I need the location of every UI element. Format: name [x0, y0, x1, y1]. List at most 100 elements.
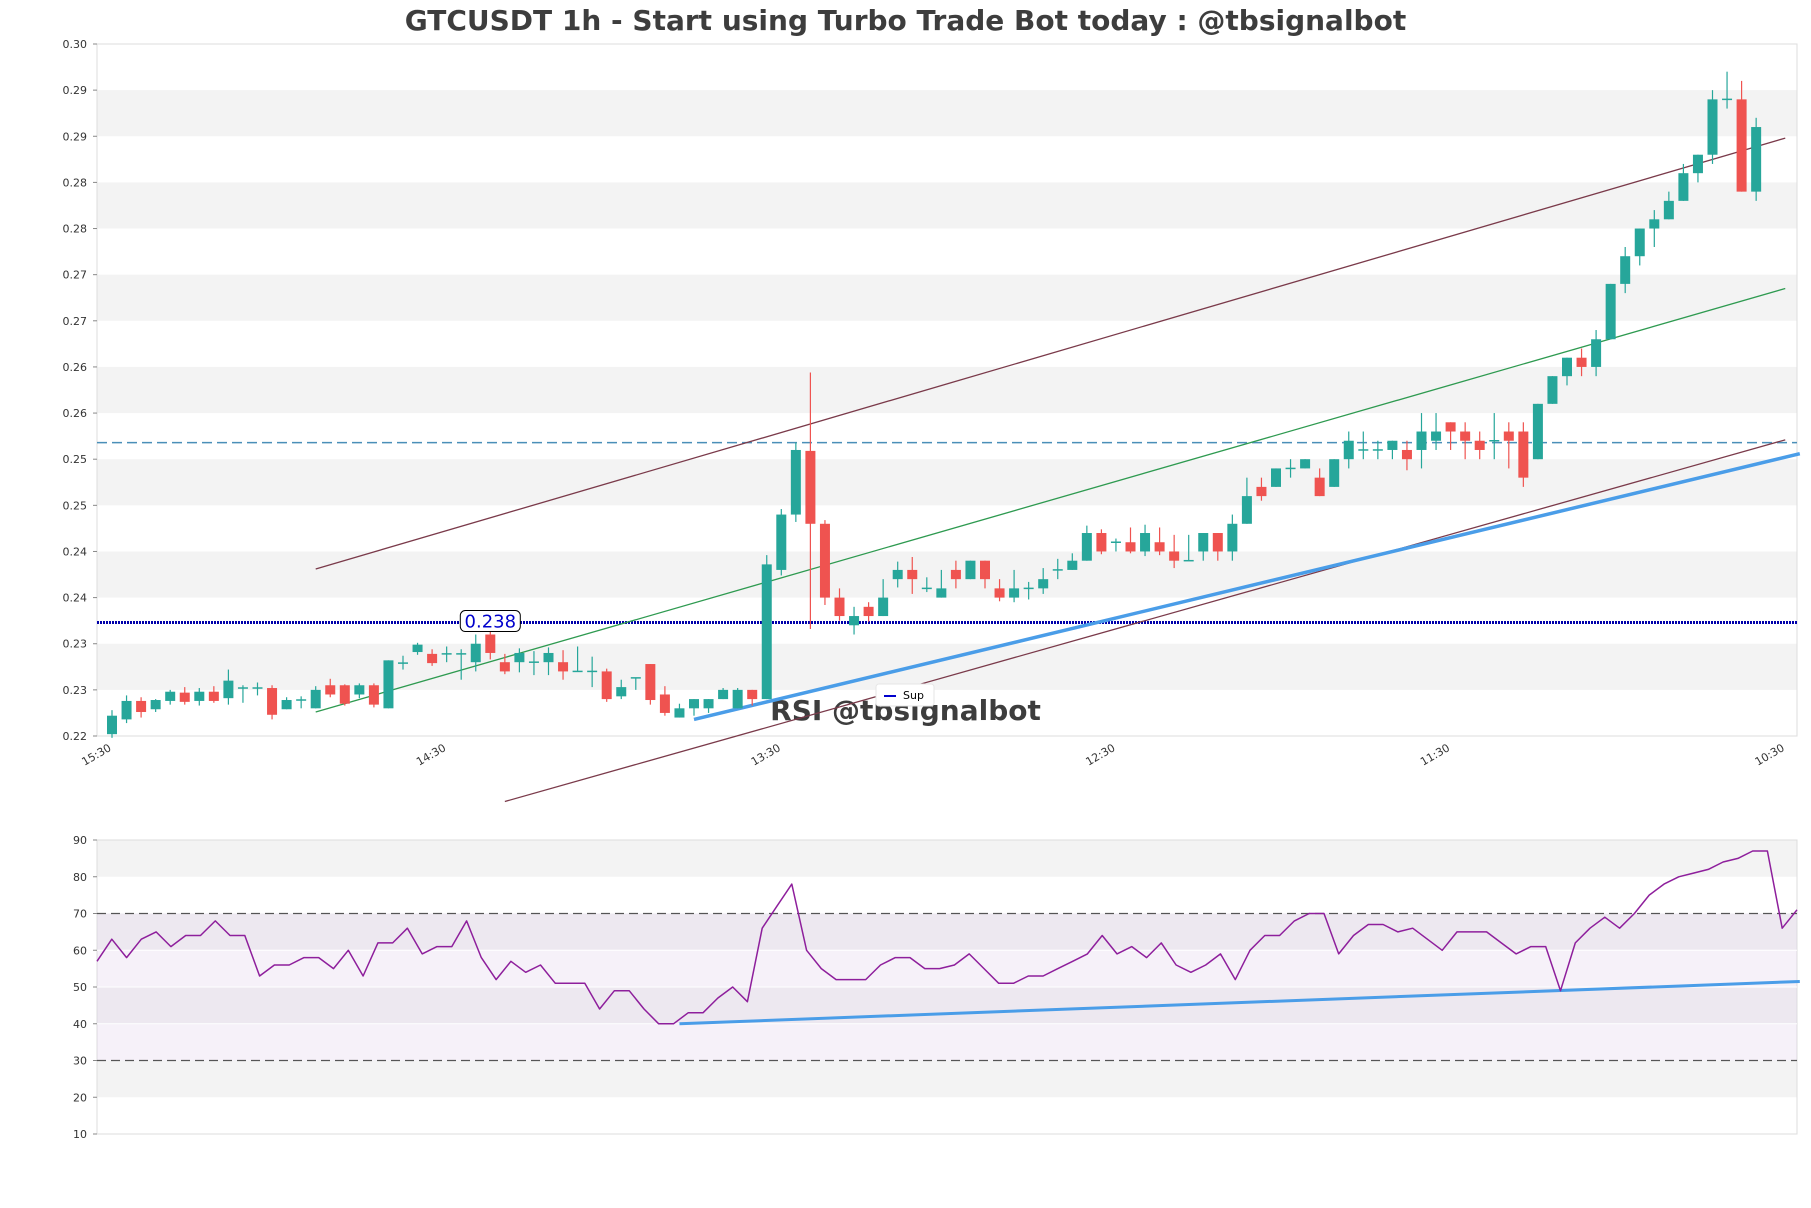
candle-body: [718, 689, 729, 700]
candle-body: [281, 700, 292, 710]
channel-lower-line: [504, 439, 1786, 803]
candle-body: [354, 685, 365, 695]
price-ytick-label: 0.29: [63, 84, 88, 97]
candle-body: [1736, 99, 1747, 192]
candle-body: [1271, 468, 1281, 487]
candle-body: [543, 652, 554, 663]
candle-body: [412, 644, 423, 653]
candle-body: [863, 606, 874, 617]
level-label-text: 0.238: [465, 612, 517, 633]
candle-body: [267, 688, 278, 715]
price-xtick-label: 15:30: [80, 741, 114, 768]
candle-body: [1067, 560, 1078, 570]
price-grid-band: [97, 366, 1797, 414]
candle-body: [1038, 579, 1049, 589]
price-ytick-label: 0.30: [63, 38, 88, 51]
price-plot-frame: [96, 43, 1798, 737]
candle-body: [1562, 357, 1572, 377]
candle-body: [689, 699, 699, 709]
price-grid-band: [97, 643, 1797, 690]
price-xtick-label: 10:30: [1753, 741, 1787, 768]
candle-body: [1300, 459, 1311, 469]
price-ytick-label: 0.24: [63, 545, 88, 558]
candle-body: [1416, 431, 1427, 450]
price-xtick-label: 11:30: [1418, 741, 1452, 768]
candle-body: [1678, 173, 1689, 201]
candle-body: [499, 662, 510, 672]
price-ytick-label: 0.28: [63, 176, 88, 189]
candle-body: [1154, 542, 1165, 552]
candle-body: [1532, 403, 1543, 460]
candle-body: [1547, 376, 1558, 404]
rsi-ytick-label: 90: [73, 834, 87, 847]
candle-body: [1081, 533, 1092, 561]
price-xtick-label: 13:30: [749, 741, 783, 768]
candle-body: [1692, 154, 1703, 174]
candle-body: [703, 699, 714, 709]
candle-body: [761, 564, 772, 700]
rsi-ytick-label: 20: [73, 1091, 87, 1104]
candle-body: [136, 700, 147, 713]
candle-body: [645, 664, 656, 701]
candle-body: [747, 689, 758, 700]
price-grid-band: [97, 182, 1797, 229]
candle-body: [732, 689, 743, 709]
candle-body: [208, 691, 219, 701]
candle-body: [1314, 477, 1325, 497]
candle-body: [514, 652, 525, 663]
rsi-grid-band: [97, 913, 1797, 951]
rsi-series-line: [96, 850, 1798, 1025]
candle-body: [558, 662, 569, 672]
rsi-grid-band: [97, 840, 1797, 877]
rsi-support-line: [679, 979, 1800, 1026]
candle-body: [1096, 533, 1107, 552]
candle-body: [1518, 431, 1529, 478]
candle-body: [659, 694, 670, 713]
candle-body: [1256, 486, 1267, 497]
legend-label-sup: Sup: [903, 689, 924, 702]
rsi-ytick-label: 30: [73, 1055, 87, 1068]
candle-body: [223, 680, 234, 699]
candle-body: [1620, 256, 1631, 284]
candle-body: [1212, 533, 1223, 552]
price-grid-band: [97, 90, 1797, 137]
rsi-ytick-label: 40: [73, 1018, 87, 1031]
price-ytick-label: 0.26: [63, 361, 88, 374]
price-grid-band: [97, 459, 1797, 506]
candle-body: [383, 660, 394, 709]
candle-body: [310, 689, 321, 709]
candle-body: [674, 708, 685, 718]
candle-body: [936, 588, 947, 598]
candle-body: [1591, 339, 1602, 367]
candle-body: [1401, 449, 1412, 460]
candle-body: [121, 700, 132, 720]
rsi-ytick-label: 10: [73, 1128, 87, 1141]
candle-body: [616, 687, 627, 697]
price-xtick-label: 12:30: [1083, 741, 1117, 768]
candle-body: [325, 685, 336, 695]
candle-body: [1445, 422, 1456, 432]
legend-box: [875, 683, 935, 707]
candle-body: [339, 685, 350, 704]
support-line: [693, 451, 1801, 722]
price-ytick-label: 0.23: [63, 684, 88, 697]
candle-body: [776, 514, 787, 570]
level-label-box: [459, 610, 521, 633]
candle-body: [107, 715, 117, 735]
rsi-ytick-label: 80: [73, 871, 87, 884]
candle-body: [950, 569, 961, 580]
candle-body: [1009, 588, 1020, 598]
rsi-grid-band: [97, 1060, 1797, 1098]
candle-body: [994, 588, 1005, 598]
price-grid-band: [97, 274, 1797, 321]
candle-body: [1649, 219, 1660, 229]
channel-upper-line: [315, 137, 1786, 570]
candle-body: [601, 671, 612, 700]
candle-body: [1343, 440, 1354, 460]
candle-body: [790, 449, 801, 515]
candle-body: [1474, 440, 1485, 450]
candle-body: [165, 691, 176, 701]
rsi-ytick-label: 50: [73, 981, 87, 994]
candle-body: [834, 597, 845, 617]
